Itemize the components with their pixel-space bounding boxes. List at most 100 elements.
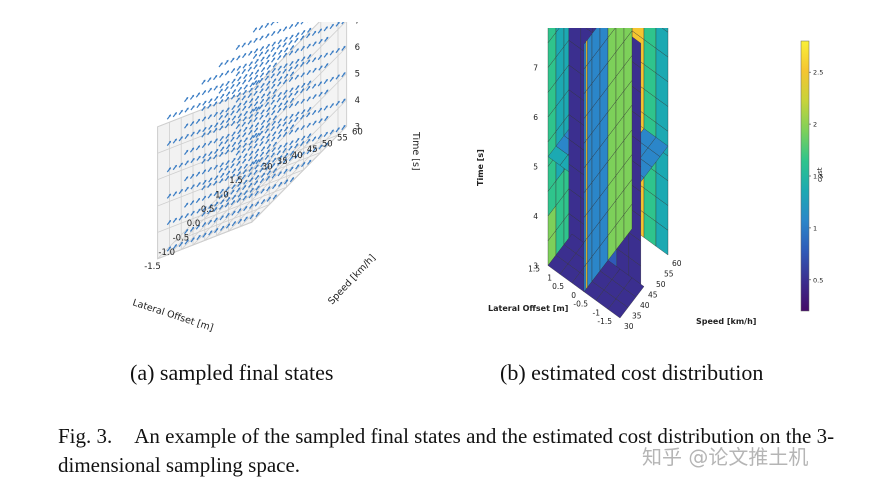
arrow-marker: [295, 85, 300, 91]
arrow-marker: [259, 46, 265, 52]
arrow-marker: [289, 140, 294, 146]
arrow-marker: [230, 57, 235, 63]
arrow-marker: [243, 179, 248, 185]
arrow-marker: [283, 179, 289, 185]
z-tick-label: 5: [355, 70, 360, 80]
arrow-marker: [248, 77, 253, 83]
arrow-marker: [220, 93, 225, 99]
arrow-marker: [219, 109, 224, 115]
arrow-marker: [317, 134, 323, 140]
arrow-marker: [288, 76, 294, 82]
arrow-marker: [289, 87, 294, 93]
y-tick-label: 60: [672, 259, 682, 268]
arrow-marker: [252, 159, 258, 165]
y-tick-label: 45: [307, 145, 318, 155]
arrow-marker: [294, 22, 299, 27]
arrow-marker: [201, 116, 207, 122]
arrow-marker: [307, 27, 312, 33]
arrow-marker: [258, 77, 264, 84]
arrow-marker: [288, 156, 294, 162]
arrow-marker: [312, 67, 317, 73]
arrow-marker: [184, 202, 189, 208]
grid-line: [251, 99, 347, 196]
arrow-marker: [230, 163, 235, 169]
arrow-marker: [237, 113, 242, 119]
arrow-marker: [241, 121, 246, 127]
arrow-marker: [201, 79, 206, 85]
x-tick-label: -1: [593, 308, 601, 317]
arrow-marker: [201, 195, 207, 201]
high-cost-strip: [585, 39, 588, 290]
arrow-marker: [202, 232, 207, 238]
arrow-marker: [235, 97, 240, 103]
arrow-marker: [294, 116, 299, 123]
arrow-marker: [184, 239, 189, 245]
arrow-marker: [166, 220, 172, 226]
z-tick-label: 6: [355, 43, 360, 53]
arrow-marker: [252, 106, 258, 112]
arrow-marker: [254, 122, 260, 128]
arrow-marker: [318, 118, 323, 124]
arrow-marker: [272, 194, 277, 200]
arrow-marker: [207, 103, 212, 109]
arrow-marker: [259, 114, 264, 120]
colorbar: 0.5 1 1.5 2 2.5: [800, 40, 823, 312]
arrow-marker: [283, 142, 288, 148]
arrow-marker: [318, 144, 323, 150]
arrow-marker: [323, 79, 328, 85]
arrow-marker: [242, 105, 247, 111]
arrow-marker: [254, 164, 259, 170]
arrow-marker: [184, 213, 189, 219]
arrow-marker: [248, 50, 253, 56]
arrow-marker: [312, 41, 317, 47]
arrow-marker: [225, 186, 230, 192]
arrow-marker: [254, 148, 260, 154]
arrow-marker: [306, 96, 311, 102]
arrow-marker: [258, 25, 264, 31]
arrow-marker: [259, 141, 264, 147]
arrow-marker: [224, 70, 230, 76]
arrow-marker: [282, 42, 287, 48]
arrow-marker: [324, 89, 329, 95]
arrow-marker: [241, 174, 246, 180]
arrow-marker: [236, 108, 241, 114]
arrow-marker: [278, 102, 283, 108]
arrow-marker: [341, 22, 345, 25]
arrow-marker: [277, 65, 282, 71]
arrow-marker: [184, 186, 189, 192]
arrow-marker: [172, 217, 178, 223]
arrow-marker: [271, 136, 276, 142]
arrow-marker: [254, 175, 260, 181]
arrow-marker: [335, 22, 340, 27]
arrow-marker: [213, 127, 218, 133]
arrow-marker: [230, 200, 236, 206]
arrow-marker: [201, 211, 206, 217]
arrow-marker: [237, 129, 242, 135]
arrow-marker: [272, 115, 277, 121]
arrow-marker: [236, 92, 241, 98]
arrow-marker: [190, 184, 195, 190]
z-axis-label: Time [s]: [476, 149, 485, 186]
arrow-marker: [277, 118, 282, 124]
arrow-marker: [253, 64, 258, 70]
arrow-marker: [207, 219, 212, 225]
arrow-marker: [208, 230, 213, 236]
x-tick-label: 1.5: [528, 265, 540, 274]
grid-line: [228, 135, 324, 232]
x-tick-label: -1.5: [144, 262, 161, 272]
arrow-marker: [260, 56, 265, 62]
arrow-marker: [178, 189, 183, 195]
z-tick-label: 4: [533, 212, 538, 221]
arrow-marker: [277, 28, 282, 34]
arrow-marker: [249, 71, 254, 77]
arrow-marker: [237, 192, 242, 198]
arrow-marker: [184, 97, 189, 103]
arrow-marker: [253, 101, 259, 107]
arrow-marker: [260, 135, 265, 141]
arrow-marker: [178, 162, 183, 168]
arrow-marker: [202, 153, 207, 159]
arrow-marker: [283, 47, 289, 53]
arrow-marker: [288, 145, 293, 151]
arrow-marker: [225, 80, 230, 87]
arrow-marker: [236, 134, 241, 140]
